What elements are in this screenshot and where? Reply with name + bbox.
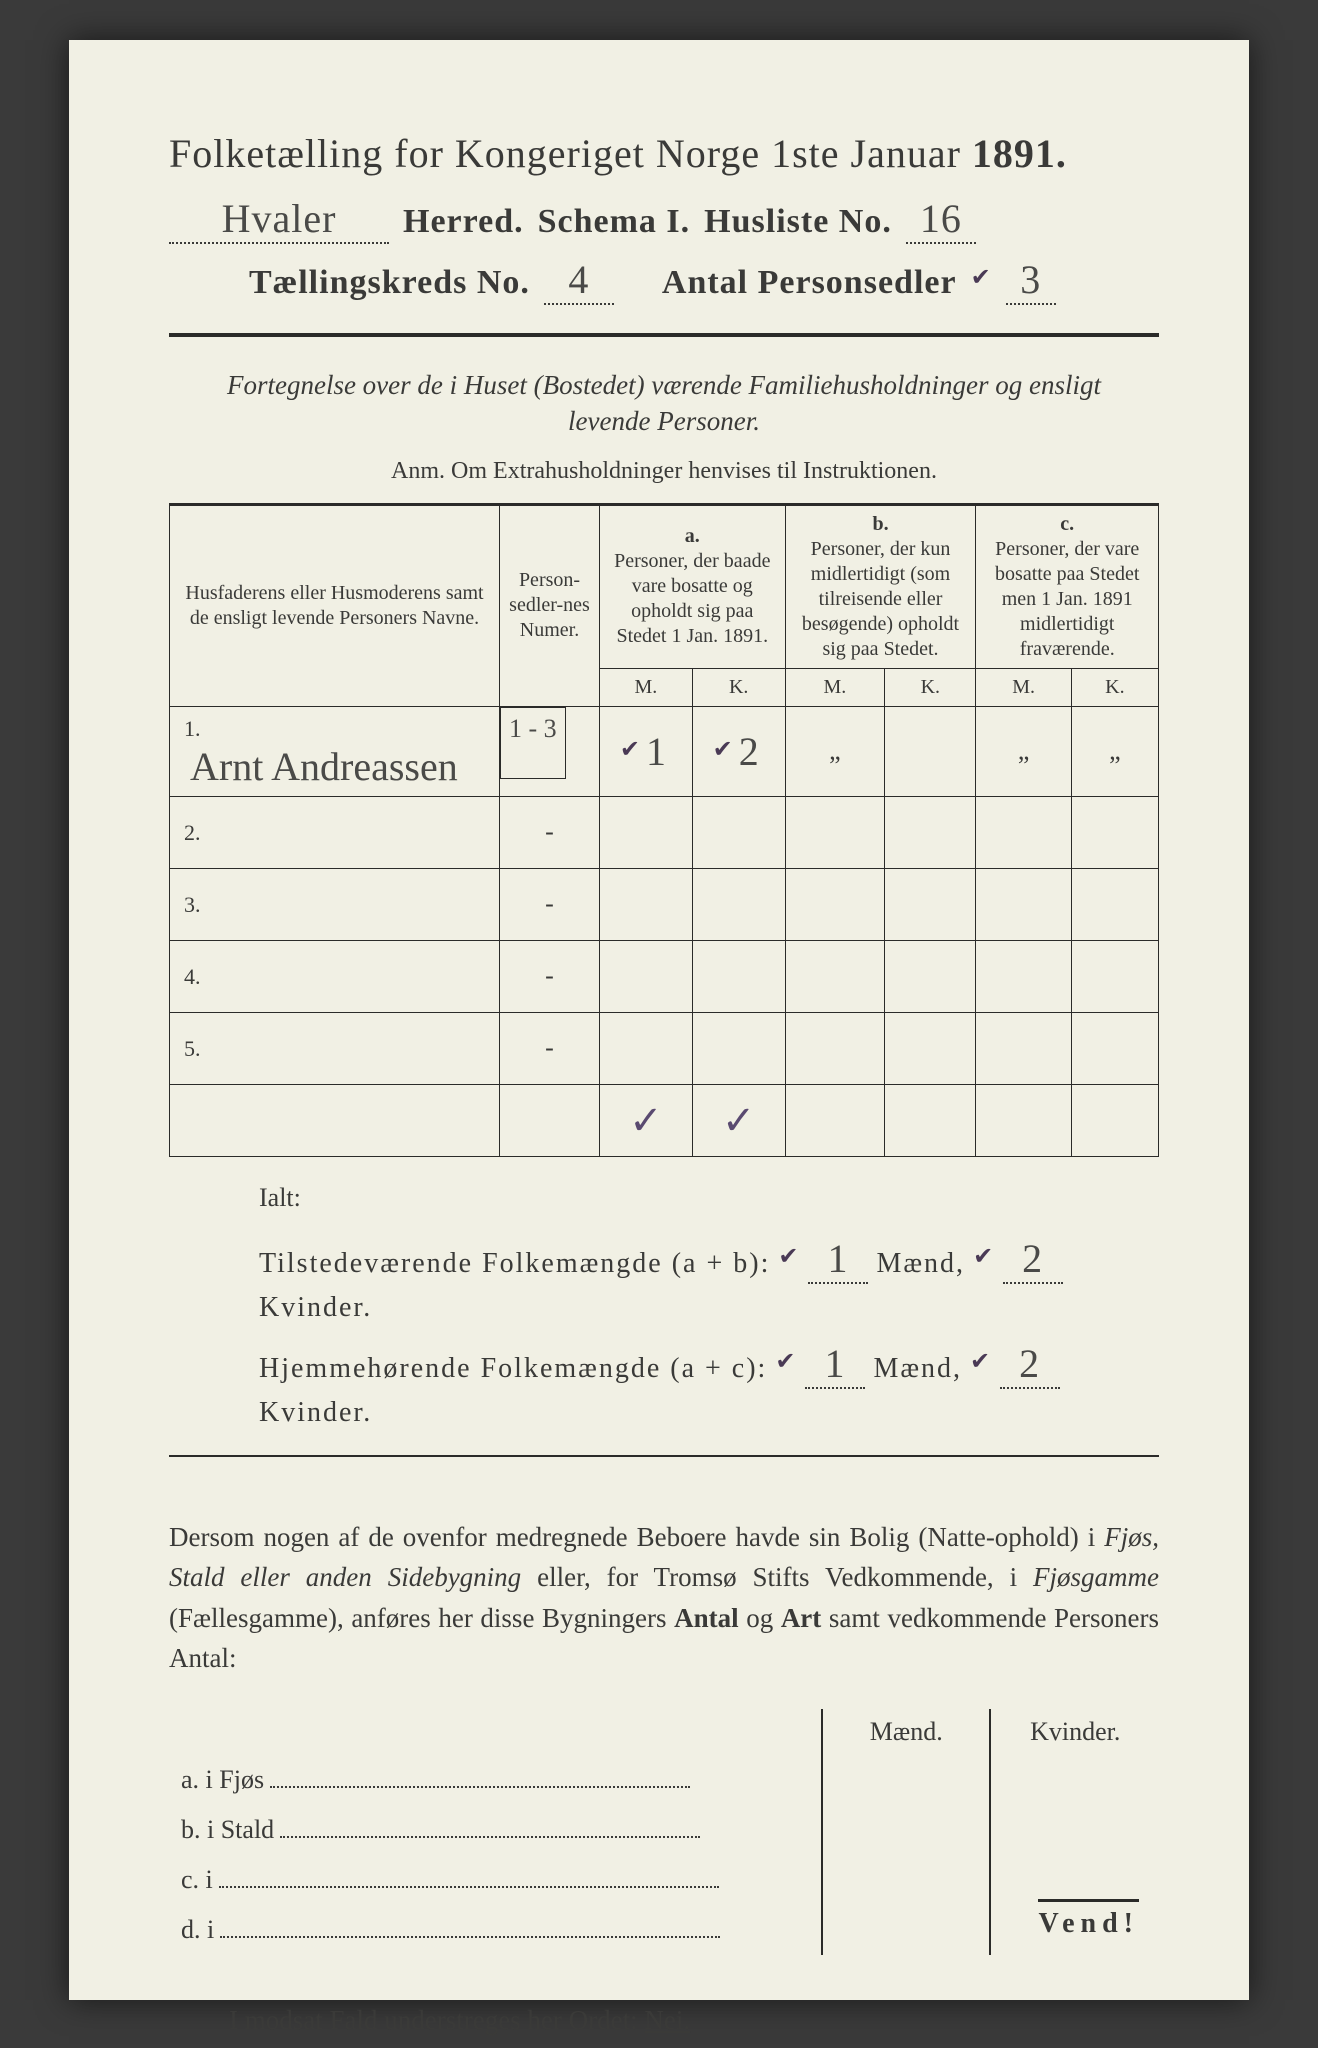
table-row: 2. - [170, 796, 1159, 868]
herred-label: Herred. [403, 203, 524, 241]
divider-2 [169, 1455, 1159, 1457]
row-a-m: ✔1 [600, 706, 693, 796]
l1-k: 2 [1003, 1235, 1063, 1284]
census-form-page: Folketælling for Kongeriget Norge 1ste J… [69, 40, 1249, 2000]
row-name: Arnt Andreassen [184, 743, 464, 790]
bottom-row: a. i Fjøs [169, 1755, 1159, 1805]
l1-m: 1 [808, 1235, 868, 1284]
table-row: 1. Arnt Andreassen 1 - 3 ✔1 ✔2 „ „ „ [170, 706, 1159, 796]
herred-value: Hvaler [169, 195, 389, 244]
table-row: 5. - [170, 1012, 1159, 1084]
tick-a-m: ✓ [623, 1097, 669, 1144]
antal-value: 3 [1006, 256, 1056, 305]
ialt-line-1: Tilstedeværende Folkemængde (a + b): ✔ 1… [259, 1235, 1159, 1324]
col-a-k: K. [692, 668, 785, 706]
ialt-line-2: Hjemmehørende Folkemængde (a + c): ✔ 1 M… [259, 1340, 1159, 1429]
husliste-value: 16 [906, 195, 976, 244]
tick-a-k: ✓ [716, 1097, 762, 1144]
col-a-header: a. Personer, der baade vare bosatte og o… [600, 504, 786, 668]
nei-line: I modsat Fald understreges her Ordet: Ne… [229, 2005, 1159, 2036]
row-c-k: „ [1071, 706, 1158, 796]
row-b-m: „ [785, 706, 885, 796]
row-a-k: ✔2 [692, 706, 785, 796]
antal-label: Antal Personsedler [662, 264, 957, 302]
col-a-m: M. [600, 668, 693, 706]
row-numer: 1 - 3 [500, 707, 566, 779]
row-c-m: „ [976, 706, 1071, 796]
kreds-label: Tællingskreds No. [249, 264, 530, 302]
header-row-3: Tællingskreds No. 4 Antal Personsedler ✔… [169, 256, 1159, 305]
totals-block: Ialt: Tilstedeværende Folkemængde (a + b… [259, 1183, 1159, 1429]
col-c-k: K. [1071, 668, 1158, 706]
col-names-header: Husfaderens eller Husmoderens samt de en… [170, 504, 500, 706]
col-b-m: M. [785, 668, 885, 706]
bottom-row: c. i [169, 1855, 1159, 1905]
col-b-k: K. [885, 668, 976, 706]
kreds-value: 4 [544, 256, 614, 305]
table-body: 1. Arnt Andreassen 1 - 3 ✔1 ✔2 „ „ „ 2. … [170, 706, 1159, 1156]
bottom-row: b. i Stald [169, 1805, 1159, 1855]
page-title: Folketælling for Kongeriget Norge 1ste J… [169, 130, 1159, 177]
table-row: 4. - [170, 940, 1159, 1012]
subtitle: Fortegnelse over de i Huset (Bostedet) v… [199, 367, 1129, 440]
vend-label: Vend! [1038, 1899, 1139, 1940]
bottom-table: Mænd. Kvinder. a. i Fjøs b. i Stald c. i… [169, 1709, 1159, 1955]
bottom-kvinder-header: Kvinder. [990, 1709, 1159, 1755]
table-row: 3. - [170, 868, 1159, 940]
antal-check-icon: ✔ [971, 263, 992, 292]
header-row-2: Hvaler Herred. Schema I. Husliste No. 16 [169, 195, 1159, 244]
anm-note: Anm. Om Extrahusholdninger henvises til … [169, 458, 1159, 485]
col-c-header: c. Personer, der vare bosatte paa Stedet… [976, 504, 1159, 668]
husliste-label: Husliste No. [704, 203, 892, 241]
divider-1 [169, 333, 1159, 337]
tick-row: ✓ ✓ [170, 1084, 1159, 1156]
household-table: Husfaderens eller Husmoderens samt de en… [169, 503, 1159, 1157]
nei-word: Nei. [644, 2005, 690, 2035]
l2-m: 1 [805, 1340, 865, 1389]
ialt-title: Ialt: [259, 1183, 1159, 1213]
bottom-row: d. i [169, 1905, 1159, 1955]
col-b-header: b. Personer, der kun midlertidigt (som t… [785, 504, 976, 668]
title-year: 1891. [972, 131, 1067, 176]
col-numer-header: Person-sedler-nes Numer. [500, 504, 600, 706]
row-num: 1. [184, 716, 201, 741]
l2-k: 2 [1000, 1340, 1060, 1389]
title-prefix: Folketælling for Kongeriget Norge 1ste J… [169, 131, 961, 176]
bottom-maend-header: Mænd. [822, 1709, 991, 1755]
paragraph: Dersom nogen af de ovenfor medregnede Be… [169, 1517, 1159, 1679]
col-c-m: M. [976, 668, 1071, 706]
row-b-80 [885, 706, 976, 796]
schema-label: Schema I. [538, 203, 691, 241]
